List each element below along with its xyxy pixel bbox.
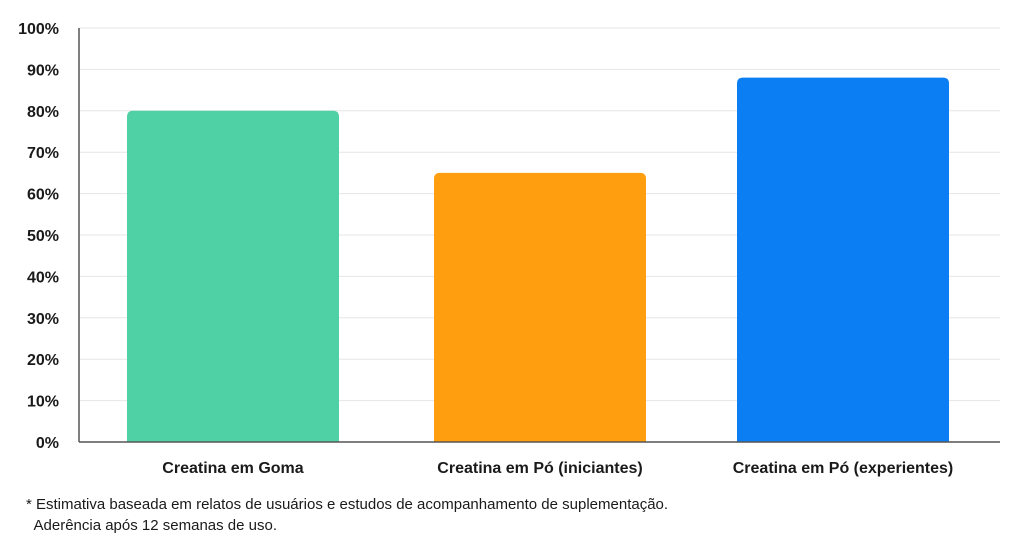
y-tick-label: 50% xyxy=(27,228,59,245)
x-axis-ticks: Creatina em Goma Creatina em Pó (iniciant… xyxy=(162,460,953,477)
y-tick-label: 40% xyxy=(27,269,59,286)
footnote-line-1: * Estimativa baseada em relatos de usuár… xyxy=(26,496,669,513)
y-tick-label: 30% xyxy=(27,311,59,328)
footnote: * Estimativa baseada em relatos de usuár… xyxy=(26,494,668,536)
x-tick-label: Creatina em Goma xyxy=(162,460,303,477)
y-tick-label: 0% xyxy=(36,435,59,452)
y-axis-ticks: 0% 10% 20% 30% 40% 50% 60% 70% 80% 90% 100% xyxy=(18,21,59,452)
y-tick-label: 80% xyxy=(27,104,59,121)
x-tick-label: Creatina em Pó (experientes) xyxy=(733,460,954,477)
bar-chart: 0% 10% 20% 30% 40% 50% 60% 70% 80% 90% 100% Creati… xyxy=(18,21,1000,477)
y-tick-label: 10% xyxy=(27,394,59,411)
bars xyxy=(127,77,949,443)
y-tick-label: 20% xyxy=(27,352,59,369)
y-tick-label: 90% xyxy=(27,62,59,79)
bar xyxy=(127,110,339,443)
y-tick-label: 100% xyxy=(18,21,59,38)
bar xyxy=(737,77,949,443)
footnote-line-2: Aderência após 12 semanas de uso. xyxy=(26,517,278,534)
x-tick-label: Creatina em Pó (iniciantes) xyxy=(437,460,642,477)
y-tick-label: 70% xyxy=(27,145,59,162)
y-tick-label: 60% xyxy=(27,187,59,204)
bar xyxy=(434,172,646,442)
